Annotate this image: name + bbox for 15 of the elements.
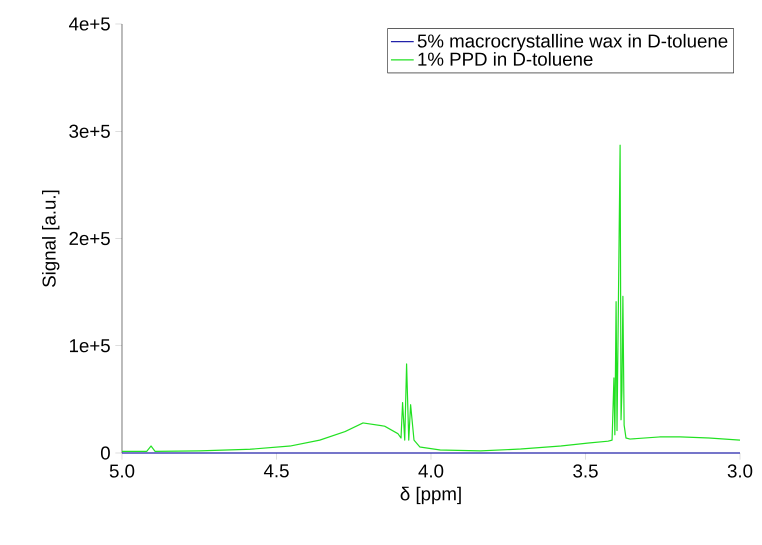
legend-label: 1% PPD in D-toluene [418,52,593,66]
x-tick-label: 4.5 [264,464,289,478]
y-tick-label: 2e+5 [70,232,110,246]
y-tick-label: 1e+5 [70,339,110,352]
x-axis-title: δ [ppm] [400,486,461,504]
y-tick-label: 0 [100,446,110,460]
x-tick-label: 3.0 [728,464,752,478]
y-tick-label: 4e+5 [68,17,110,31]
x-tick-label: 3.5 [573,464,598,478]
y-tick-label: 3e+5 [69,124,110,138]
x-tick-label: 4.0 [418,464,444,478]
legend-label: 5% macrocrystalline wax in D-toluene [418,34,728,52]
x-tick-label: 5.0 [110,464,134,478]
y-axis-title: Signal [a.u.] [42,190,60,287]
line-series [121,144,741,452]
